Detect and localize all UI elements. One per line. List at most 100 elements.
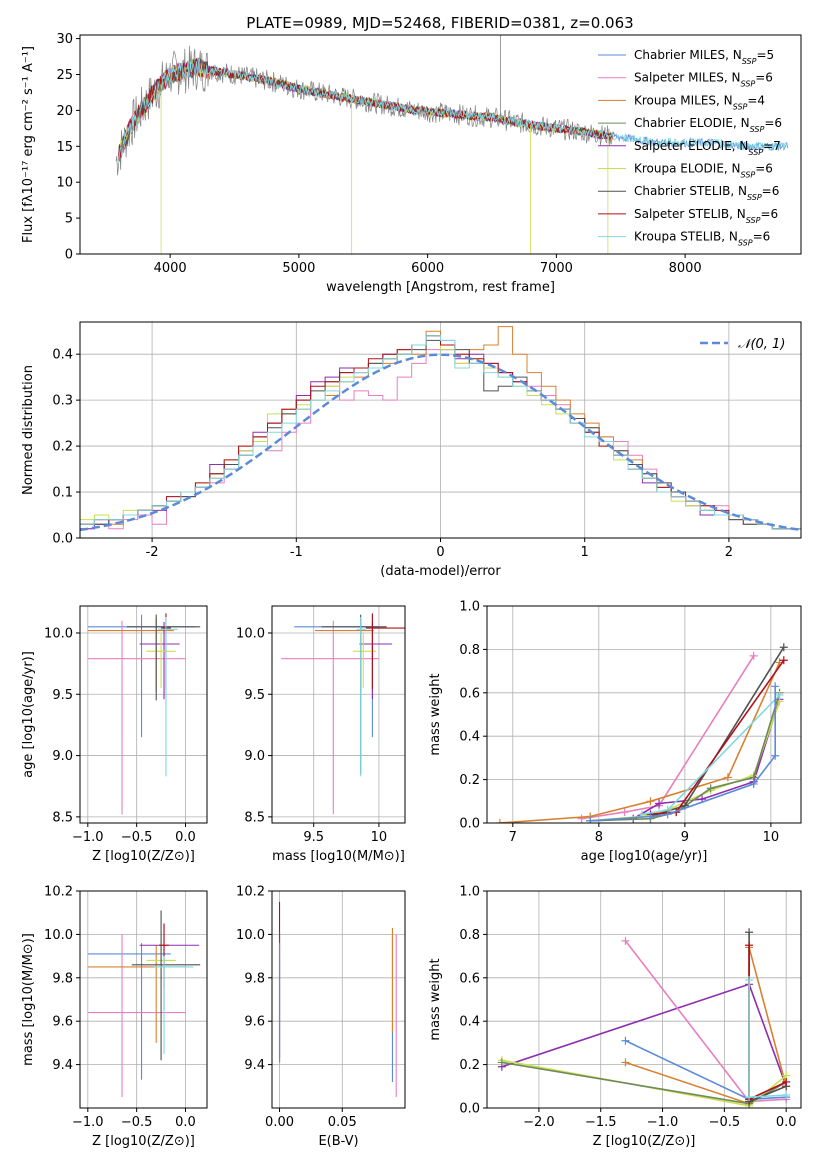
y-tick-label: 0.3 <box>52 394 73 409</box>
gaussian-curve <box>80 353 801 532</box>
y-tick-label: 10.0 <box>44 928 73 943</box>
y-tick-label: 1.0 <box>459 885 480 900</box>
x-tick-label: -1 <box>290 545 303 560</box>
x-tick-label: −2.0 <box>523 1115 555 1130</box>
plot-area <box>87 910 201 1098</box>
x-tick-label: 10 <box>763 830 780 845</box>
x-tick-label: 0.00 <box>265 1115 294 1130</box>
axes-frame <box>486 890 802 1109</box>
plot-area <box>115 35 788 254</box>
axes-frame <box>79 890 208 1109</box>
weight-marker <box>621 1036 630 1045</box>
y-tick-label: 10.0 <box>236 626 265 641</box>
x-tick-label: 8000 <box>669 261 702 276</box>
axes-frame <box>271 890 406 1109</box>
plot-area <box>497 928 791 1108</box>
y-tick-label: 20 <box>56 104 73 119</box>
weight-marker <box>775 690 784 699</box>
y-tick-label: 25 <box>56 68 73 83</box>
weight-marker <box>782 1090 791 1099</box>
model-spectrum-line <box>118 59 788 163</box>
legend-label: Chabrier MILES, NSSP=5 <box>634 48 774 66</box>
y-tick-label: 5 <box>65 212 73 227</box>
weight-marker <box>620 808 629 817</box>
weight-marker <box>749 651 758 660</box>
y-tick-label: 0.6 <box>459 686 480 701</box>
y-tick-label: 0.0 <box>459 817 480 832</box>
legend-label: Salpeter STELIB, NSSP=6 <box>634 207 778 225</box>
x-tick-label: −1.0 <box>72 1115 104 1130</box>
y-tick-label: 0.4 <box>52 348 73 363</box>
weight-marker <box>497 1058 506 1067</box>
panels-group: 4000 5000 6000 7000 8000051015202530waveleng… <box>21 32 802 1149</box>
panel-age-vs-mass: 9.5 10 8.5 9.0 9.5 10.0 mass [log10(M/M⊙)] <box>236 605 406 864</box>
y-tick-label: 10 <box>56 176 73 191</box>
x-tick-label: 0 <box>436 545 444 560</box>
weight-line <box>590 686 776 822</box>
weight-marker <box>646 812 655 821</box>
x-tick-label: −0.5 <box>709 1115 741 1130</box>
plot-area <box>87 613 201 815</box>
weight-marker <box>749 779 758 788</box>
legend-label: Chabrier ELODIE, NSSP=6 <box>634 116 782 134</box>
y-tick-label: 30 <box>56 32 73 47</box>
x-axis-label: Z [log10(Z/Z⊙)] <box>593 1134 696 1149</box>
weight-marker <box>621 1058 630 1067</box>
legend-label: Salpeter ELODIE, NSSP=7 <box>634 139 781 157</box>
x-tick-label: 6000 <box>411 261 444 276</box>
x-tick-label: 9 <box>681 830 689 845</box>
x-tick-label: 0.05 <box>328 1115 357 1130</box>
x-tick-label: 1 <box>581 545 589 560</box>
axes-frame <box>79 605 208 824</box>
panel-massweight-vs-Z: −2.0 −1.5 −1.0 −0.5 0.0 0.0 0.2 0.4 0.6 0.8 1.0 Z [… <box>428 885 802 1149</box>
weight-marker <box>723 773 732 782</box>
y-tick-label: 10.2 <box>236 885 265 900</box>
y-tick-label: 0.1 <box>52 486 73 501</box>
weight-marker <box>771 682 780 691</box>
x-tick-label: −0.5 <box>121 830 153 845</box>
y-tick-label: 9.0 <box>52 749 73 764</box>
y-axis-label: mass [log10(M/M⊙)] <box>21 933 36 1066</box>
y-tick-label: 10.0 <box>236 928 265 943</box>
panel-residuals: -2 -1 0 1 2 0.0 0.1 0.2 0.3 0.4 (data-model)/error… <box>21 321 802 579</box>
panel-massweight-vs-age: 7 8 9 10 0.0 0.2 0.4 0.6 0.8 1.0 age [log10(age/yr… <box>428 600 802 864</box>
weight-line <box>650 659 785 816</box>
weight-marker <box>745 941 754 950</box>
x-tick-label: −1.0 <box>647 1115 679 1130</box>
axes-frame <box>486 605 802 824</box>
x-tick-label: 0.0 <box>175 1115 196 1130</box>
x-tick-label: 2 <box>725 545 733 560</box>
x-axis-label: E(B-V) <box>318 1134 358 1149</box>
y-tick-label: 0.6 <box>459 971 480 986</box>
plot-area <box>281 613 405 815</box>
weight-marker <box>706 784 715 793</box>
plot-area <box>80 326 801 532</box>
x-tick-label: −1.5 <box>585 1115 617 1130</box>
x-axis-label: age [log10(age/yr)] <box>581 849 708 864</box>
y-tick-label: 0.8 <box>459 643 480 658</box>
weight-marker <box>663 810 672 819</box>
x-axis-label: Z [log10(Z/Z⊙)] <box>92 1134 195 1149</box>
plot-area <box>495 643 788 823</box>
panel-mass-vs-Z: −1.0 −0.5 0.0 9.4 9.6 9.8 10.0 10.2 Z [log10(Z/Z… <box>21 885 208 1149</box>
legend-label: Chabrier STELIB, NSSP=6 <box>634 184 779 202</box>
weight-marker <box>586 816 595 823</box>
weight-marker <box>745 928 754 937</box>
y-tick-label: 10.0 <box>44 626 73 641</box>
x-tick-label: −0.5 <box>121 1115 153 1130</box>
y-tick-label: 0.2 <box>459 773 480 788</box>
x-tick-label: 0.0 <box>175 830 196 845</box>
y-tick-label: 9.6 <box>244 1015 265 1030</box>
y-tick-label: 9.4 <box>244 1058 265 1073</box>
panel-age-vs-Z: −1.0 −0.5 0.0 8.5 9.0 9.5 10.0 Z [log10(Z/Z⊙)] a… <box>21 605 208 864</box>
y-tick-label: 9.5 <box>52 688 73 703</box>
y-tick-label: 9.8 <box>244 971 265 986</box>
weight-line <box>590 692 781 822</box>
weight-marker <box>745 1093 754 1102</box>
y-tick-label: 9.4 <box>52 1058 73 1073</box>
y-axis-label: Normed distribution <box>21 365 36 495</box>
y-tick-label: 8.5 <box>52 810 73 825</box>
y-tick-label: 9.8 <box>52 971 73 986</box>
x-tick-label: 5000 <box>282 261 315 276</box>
